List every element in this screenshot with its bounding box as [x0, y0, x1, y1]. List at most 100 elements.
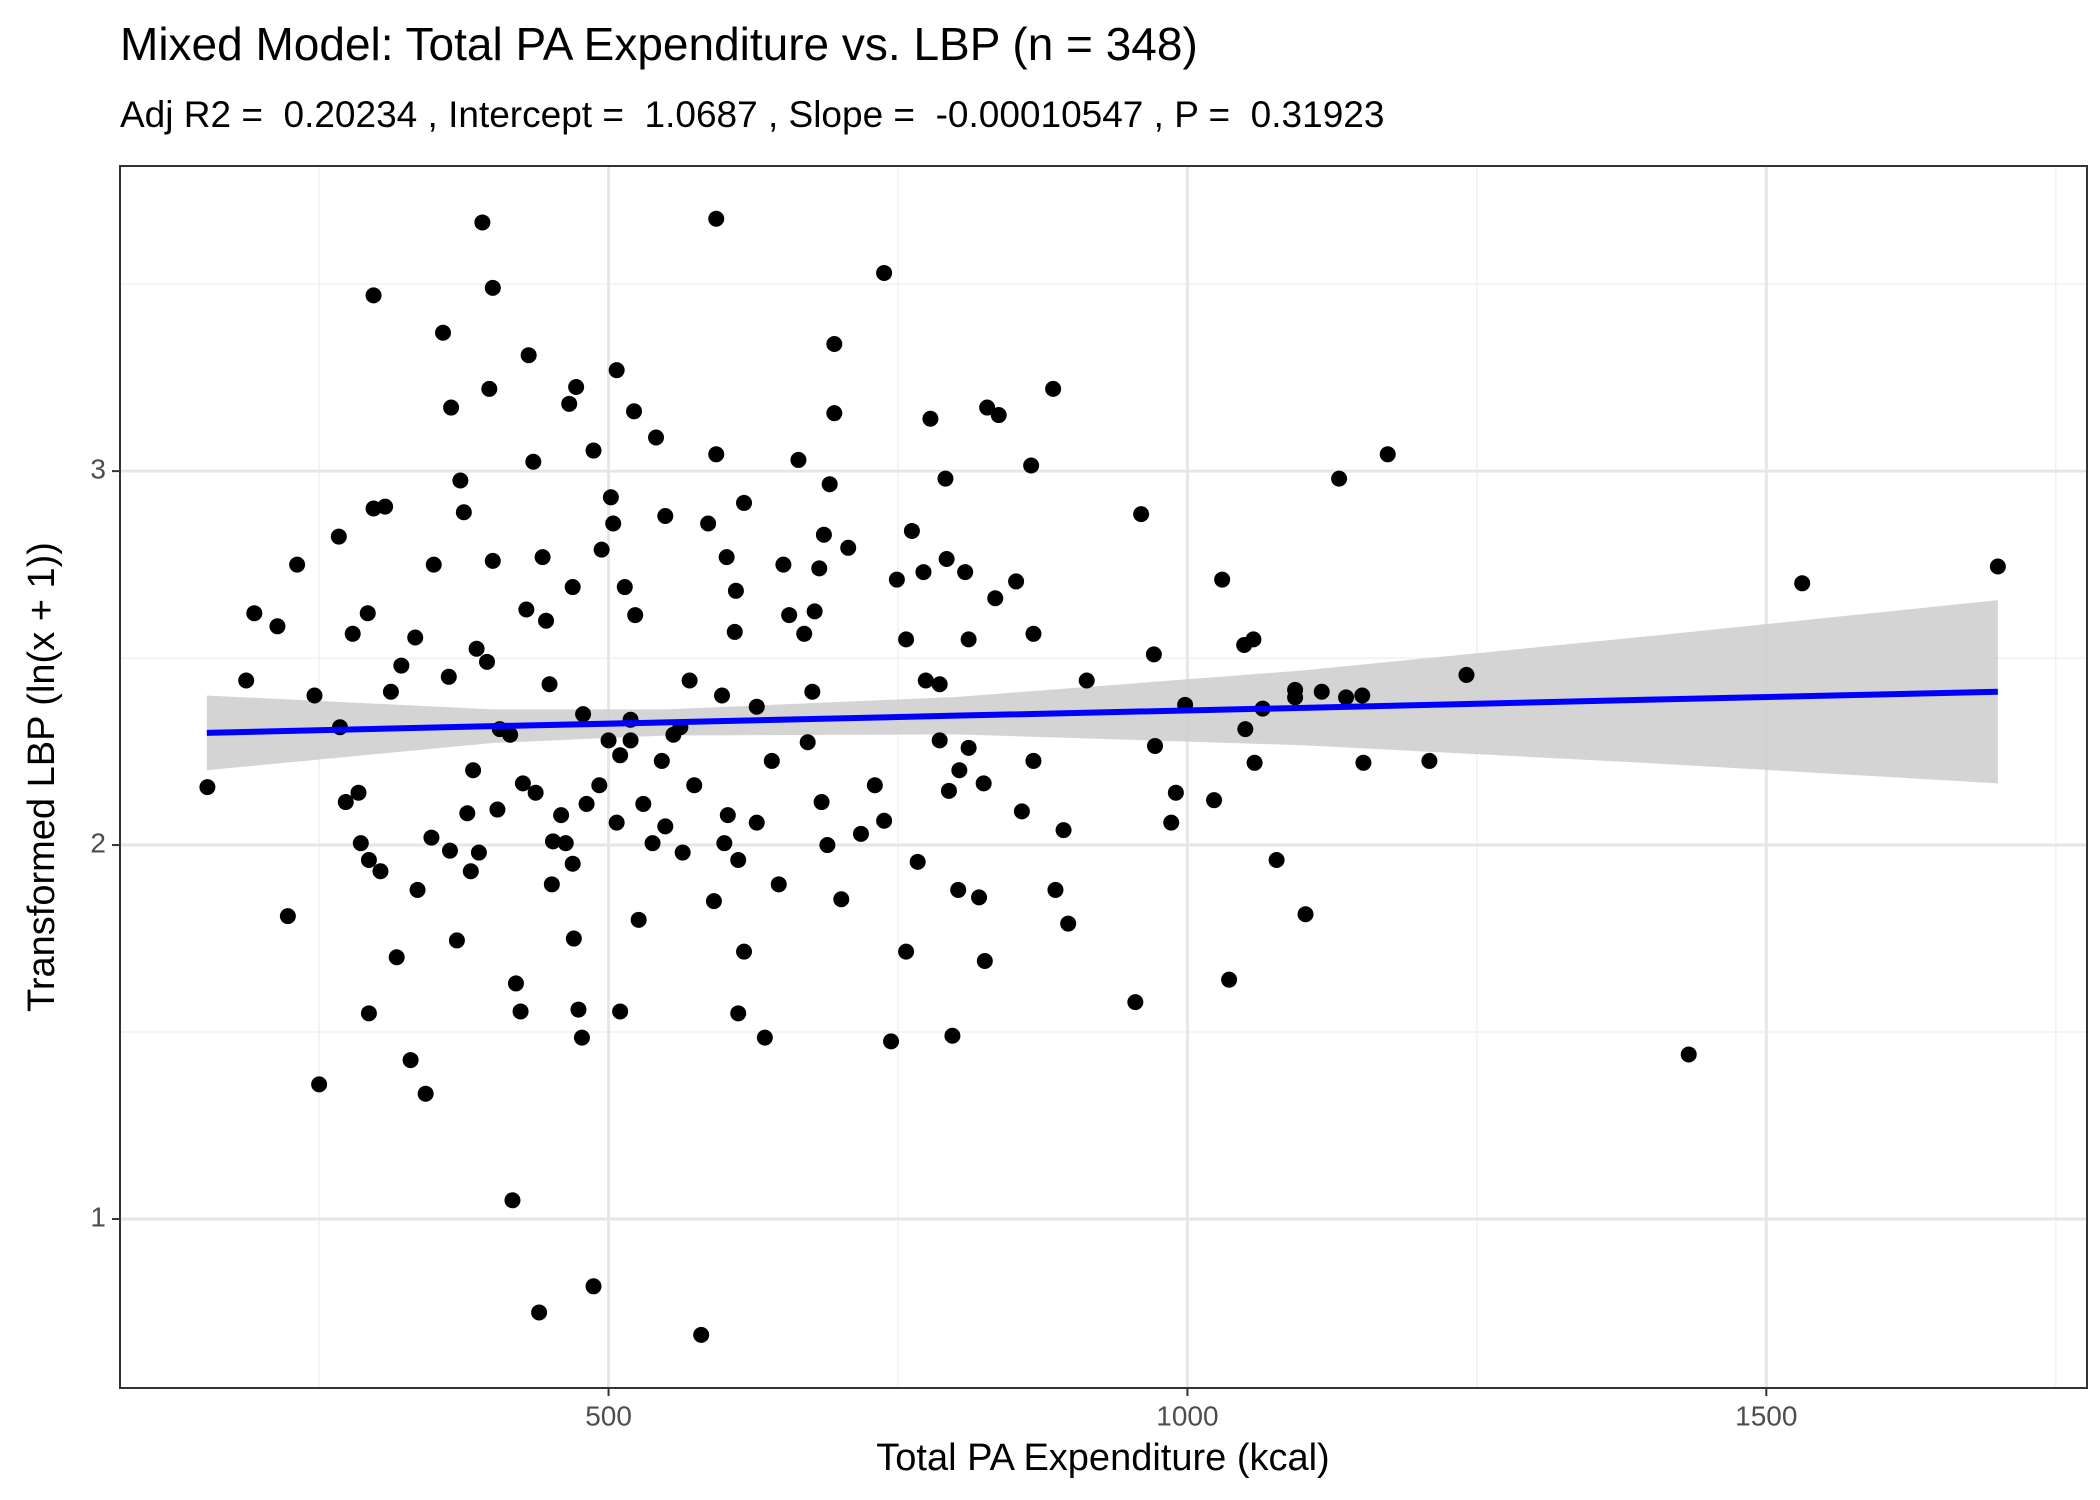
data-point [238, 672, 255, 689]
data-point [813, 794, 830, 811]
data-point [833, 891, 850, 908]
data-point [1045, 380, 1062, 397]
y-axis-label: Transformed LBP (ln(x + 1)) [21, 542, 63, 1012]
data-point [538, 612, 555, 629]
data-point [903, 522, 920, 539]
data-point [527, 784, 544, 801]
data-point [1145, 646, 1162, 663]
data-point [990, 407, 1007, 424]
data-point [931, 676, 948, 693]
data-point [716, 835, 733, 852]
data-point [564, 855, 581, 872]
data-point [585, 1278, 602, 1295]
data-point [585, 442, 602, 459]
data-point [937, 470, 954, 487]
data-point [898, 943, 915, 960]
data-point [534, 549, 551, 566]
data-point [612, 1003, 629, 1020]
data-point [736, 494, 753, 511]
data-point [520, 347, 537, 364]
data-point [922, 410, 939, 427]
data-point [748, 814, 765, 831]
data-point [730, 852, 747, 869]
data-point [888, 571, 905, 588]
data-point [957, 564, 974, 581]
data-point [627, 607, 644, 624]
data-point [1221, 971, 1238, 988]
data-point [1245, 631, 1262, 648]
data-point [462, 863, 479, 880]
data-point [484, 552, 501, 569]
data-point [804, 683, 821, 700]
x-axis-label: Total PA Expenditure (kcal) [876, 1437, 1329, 1479]
y-tick-label: 3 [90, 454, 106, 485]
data-point [311, 1076, 328, 1093]
data-point [525, 453, 542, 470]
data-point [1421, 752, 1438, 769]
chart-title: Mixed Model: Total PA Expenditure vs. LB… [120, 18, 1198, 70]
data-point [657, 818, 674, 835]
data-point [708, 210, 725, 227]
data-point [714, 687, 731, 704]
data-point [1025, 625, 1042, 642]
data-point [360, 1005, 377, 1022]
data-point [543, 876, 560, 893]
data-point [979, 399, 996, 416]
data-point [909, 853, 926, 870]
data-point [489, 801, 506, 818]
data-point [708, 446, 725, 463]
data-point [393, 657, 410, 674]
data-point [1794, 575, 1811, 592]
data-point [681, 672, 698, 689]
data-point [557, 835, 574, 852]
data-point [987, 590, 1004, 607]
data-point [811, 560, 828, 577]
data-point [564, 579, 581, 596]
data-point [940, 782, 957, 799]
data-point [608, 814, 625, 831]
data-point [352, 835, 369, 852]
data-point [657, 507, 674, 524]
data-point [1206, 792, 1223, 809]
data-point [344, 625, 361, 642]
data-point [1025, 752, 1042, 769]
data-point [826, 405, 843, 422]
data-point [1287, 689, 1304, 706]
data-point [616, 579, 633, 596]
data-point [578, 795, 595, 812]
data-point [799, 734, 816, 751]
data-point [635, 795, 652, 812]
data-point [1379, 446, 1396, 463]
data-point [1127, 994, 1144, 1011]
data-point [593, 541, 610, 558]
data-point [806, 603, 823, 620]
confidence-band [206, 600, 1998, 784]
data-point [960, 631, 977, 648]
data-point [360, 852, 377, 869]
data-point [330, 528, 347, 545]
data-point [815, 526, 832, 543]
data-point [568, 378, 585, 395]
data-point [452, 472, 469, 489]
data-point [359, 605, 376, 622]
data-point [705, 893, 722, 910]
data-point [1163, 814, 1180, 831]
data-point [468, 640, 485, 657]
data-point [407, 629, 424, 646]
data-point [866, 777, 883, 794]
data-point [570, 1001, 587, 1018]
data-point [1133, 506, 1150, 523]
data-point [372, 863, 389, 880]
data-point [441, 842, 458, 859]
data-point [1338, 689, 1355, 706]
data-point [648, 429, 665, 446]
data-point [541, 676, 558, 693]
data-point [1078, 672, 1095, 689]
data-point [630, 911, 647, 928]
data-point [481, 380, 498, 397]
data-point [470, 844, 487, 861]
data-point [1354, 687, 1371, 704]
data-point [730, 1005, 747, 1022]
data-point [756, 1029, 773, 1046]
data-point [1214, 571, 1231, 588]
